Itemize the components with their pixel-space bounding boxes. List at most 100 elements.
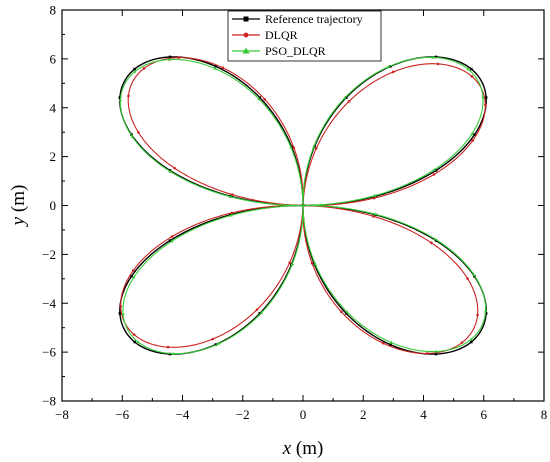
series-point-pso-dlqr	[472, 272, 476, 276]
x-tick-label: −8	[55, 407, 69, 422]
series-point-reference-trajectory	[434, 55, 438, 59]
y-tick-label: 0	[50, 198, 57, 213]
series-point-reference-trajectory	[469, 340, 473, 344]
series-point-dlqr	[381, 341, 385, 345]
series-point-dlqr	[292, 146, 296, 150]
series-point-pso-dlqr	[312, 145, 316, 149]
series-point-pso-dlqr	[133, 69, 137, 73]
series-point-reference-trajectory	[168, 55, 172, 59]
y-tick-label: −6	[42, 345, 56, 360]
series-point-pso-dlqr	[257, 97, 261, 101]
series-point-dlqr	[142, 67, 146, 70]
series-point-pso-dlqr	[132, 275, 136, 279]
legend-marker-dlqr	[243, 32, 249, 38]
series-point-pso-dlqr	[216, 342, 220, 346]
series-point-pso-dlqr	[389, 340, 393, 344]
series-point-dlqr	[170, 235, 174, 238]
x-axis-label: x (m)	[282, 438, 324, 459]
series-point-reference-trajectory	[469, 67, 473, 71]
series-point-dlqr	[430, 241, 433, 245]
series-point-reference-trajectory	[484, 312, 488, 315]
series-point-dlqr	[436, 62, 440, 66]
series-point-pso-dlqr	[313, 261, 317, 265]
legend-marker-reference	[243, 16, 249, 22]
series-point-pso-dlqr	[432, 167, 436, 171]
series-point-pso-dlqr	[170, 239, 174, 243]
legend-label-dlqr: DLQR	[265, 28, 298, 42]
x-tick-label: −2	[236, 407, 250, 422]
series-point-pso-dlqr	[213, 66, 217, 70]
series-point-reference-trajectory	[434, 169, 438, 172]
x-tick-label: −6	[115, 407, 129, 422]
series-point-reference-trajectory	[484, 96, 488, 99]
series-point-dlqr	[471, 139, 475, 142]
legend: Reference trajectory DLQR PSO_DLQR	[227, 10, 382, 62]
ticks-layer: −8 −6 −4 −2 0 2 4 6 8 −8 −6 −4 −2 0 2 4 6 8	[42, 3, 547, 423]
x-tick-label: −4	[176, 407, 190, 422]
series-point-dlqr	[137, 131, 140, 134]
series-point-dlqr	[221, 66, 225, 70]
series-point-reference-trajectory	[168, 352, 172, 356]
series-point-pso-dlqr	[229, 213, 233, 217]
legend-label-pso-dlqr: PSO_DLQR	[265, 44, 326, 58]
series-point-dlqr	[372, 196, 376, 200]
series-point-pso-dlqr	[431, 55, 435, 59]
legend-marker-pso-dlqr	[242, 47, 250, 54]
series-point-reference-trajectory	[313, 145, 316, 148]
series-point-dlqr	[315, 147, 318, 150]
series-point-reference-trajectory	[168, 239, 172, 242]
series-point-dlqr	[211, 337, 215, 341]
x-axis-var: x	[282, 438, 292, 459]
series-point-dlqr	[127, 94, 130, 98]
legend-item-dlqr: DLQR	[232, 28, 298, 42]
y-tick-label: −8	[42, 394, 56, 409]
y-tick-label: −4	[42, 296, 56, 311]
series-point-reference-trajectory	[118, 96, 122, 99]
series-point-reference-trajectory	[344, 96, 348, 99]
x-tick-label: 8	[541, 407, 548, 422]
y-axis-var: y	[8, 216, 29, 227]
series-point-dlqr	[166, 345, 170, 349]
series-point-reference-trajectory	[133, 67, 137, 71]
x-tick-label: 2	[360, 407, 367, 422]
series-point-reference-trajectory	[133, 340, 137, 344]
series-point-pso-dlqr	[470, 132, 474, 136]
series-point-dlqr	[230, 211, 234, 215]
series-point-reference-trajectory	[389, 343, 392, 346]
series-point-pso-dlqr	[136, 340, 140, 344]
series-point-dlqr	[131, 269, 135, 272]
series-point-reference-trajectory	[258, 312, 262, 315]
series-point-pso-dlqr	[483, 309, 488, 313]
series-point-reference-trajectory	[168, 169, 172, 172]
series-point-pso-dlqr	[373, 212, 377, 216]
series-point-pso-dlqr	[466, 67, 470, 71]
series-point-pso-dlqr	[169, 170, 173, 174]
series-point-dlqr	[119, 305, 122, 308]
series-layer	[118, 55, 488, 356]
y-tick-label: 2	[50, 149, 57, 164]
series-point-dlqr	[425, 352, 429, 355]
series-point-dlqr	[372, 215, 375, 218]
series-point-pso-dlqr	[481, 95, 485, 99]
series-point-reference-trajectory	[130, 275, 133, 278]
series-point-pso-dlqr	[289, 145, 293, 149]
series-point-dlqr	[231, 193, 234, 196]
series-point-reference-trajectory	[473, 133, 476, 136]
series-point-dlqr	[391, 70, 395, 74]
series-point-pso-dlqr	[433, 237, 437, 241]
series-point-reference-trajectory	[229, 213, 232, 217]
y-axis-label: y (m)	[8, 185, 29, 228]
series-point-dlqr	[484, 103, 487, 106]
x-axis-unit: (m)	[291, 438, 323, 459]
x-tick-label: 4	[420, 407, 427, 422]
series-point-pso-dlqr	[373, 193, 377, 197]
series-point-dlqr	[177, 56, 181, 59]
legend-item-pso-dlqr: PSO_DLQR	[232, 44, 326, 58]
series-point-pso-dlqr	[121, 312, 125, 316]
series-point-dlqr	[432, 173, 436, 176]
series-point-reference-trajectory	[258, 96, 262, 99]
series-point-dlqr	[460, 341, 464, 344]
series-point-reference-trajectory	[214, 65, 217, 68]
